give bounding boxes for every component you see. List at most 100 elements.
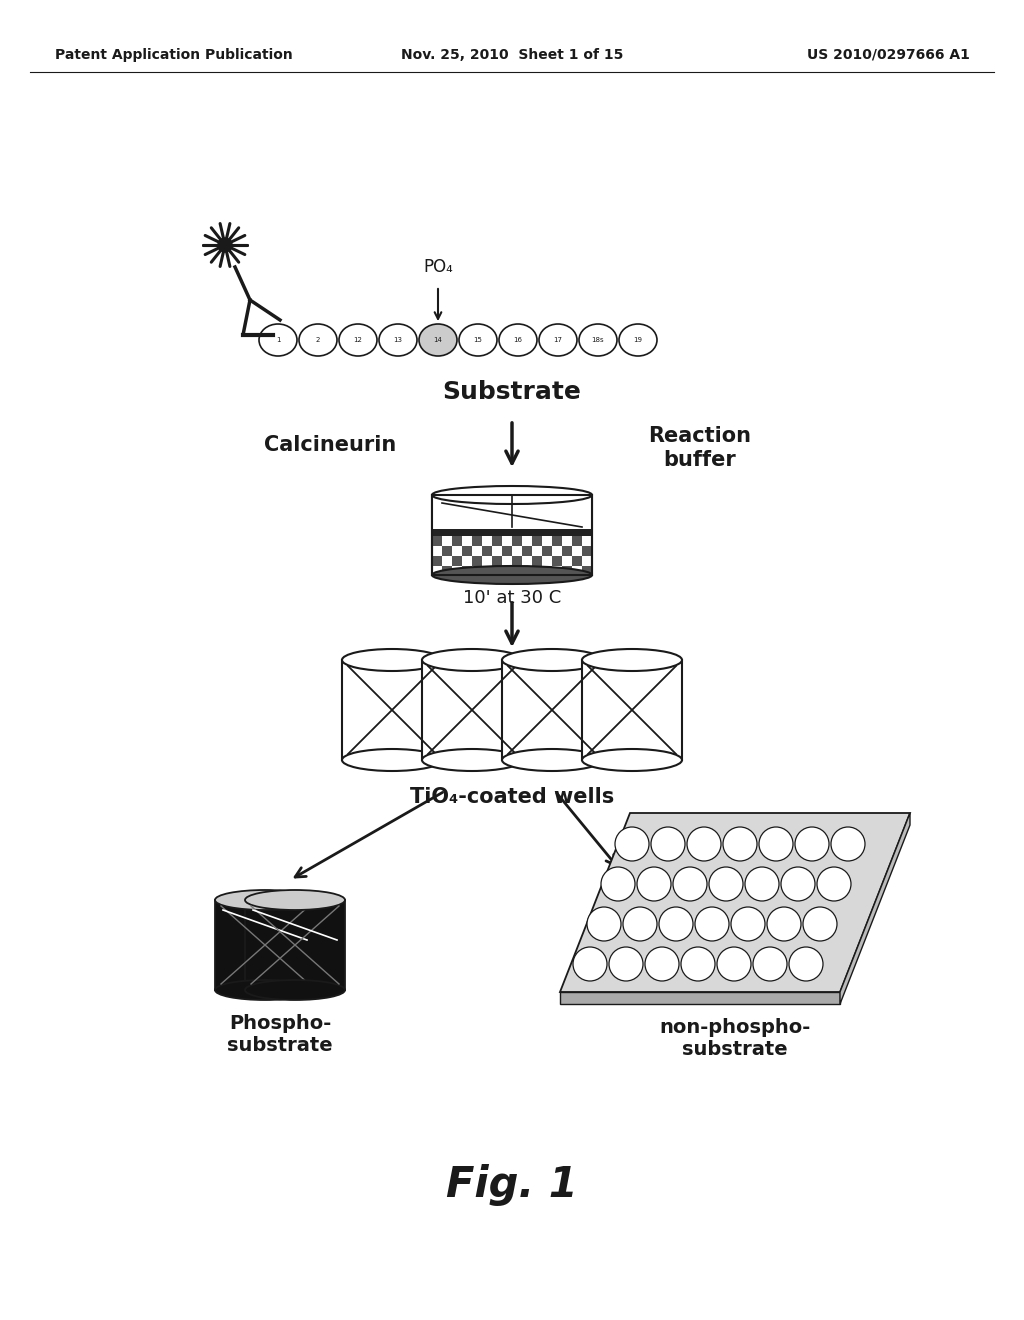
Circle shape (803, 907, 837, 941)
Ellipse shape (618, 323, 657, 356)
Bar (482, 546, 492, 556)
Text: Reaction
buffer: Reaction buffer (648, 425, 752, 470)
Ellipse shape (502, 649, 602, 671)
Bar (522, 546, 532, 556)
Text: PO₄: PO₄ (423, 257, 453, 276)
Text: non-phospho-
substrate: non-phospho- substrate (659, 1018, 811, 1059)
Bar (502, 660, 602, 760)
Ellipse shape (419, 323, 457, 356)
Circle shape (767, 907, 801, 941)
Ellipse shape (299, 323, 337, 356)
Text: 1: 1 (275, 337, 281, 343)
Text: Fig. 1: Fig. 1 (446, 1164, 578, 1206)
Bar (492, 536, 502, 546)
Circle shape (709, 867, 743, 902)
Ellipse shape (245, 979, 345, 1001)
Bar (502, 566, 512, 576)
Bar (522, 566, 532, 576)
Bar (215, 900, 315, 990)
Bar (432, 495, 592, 576)
Circle shape (831, 828, 865, 861)
Text: 19: 19 (634, 337, 642, 343)
Bar (492, 556, 502, 566)
Bar (512, 536, 522, 546)
Circle shape (790, 946, 823, 981)
Bar (472, 556, 482, 566)
Circle shape (817, 867, 851, 902)
Bar (542, 546, 552, 556)
Ellipse shape (499, 323, 537, 356)
Circle shape (645, 946, 679, 981)
Text: 18s: 18s (592, 337, 604, 343)
Bar (502, 546, 512, 556)
Bar (572, 536, 582, 546)
Circle shape (753, 946, 787, 981)
Bar (532, 556, 542, 566)
Ellipse shape (459, 323, 497, 356)
Circle shape (681, 946, 715, 981)
Circle shape (795, 828, 829, 861)
Circle shape (609, 946, 643, 981)
Circle shape (673, 867, 707, 902)
Bar (542, 566, 552, 576)
Circle shape (587, 907, 621, 941)
Bar (482, 566, 492, 576)
Circle shape (695, 907, 729, 941)
Bar (562, 566, 572, 576)
Bar (552, 536, 562, 546)
Circle shape (218, 238, 232, 252)
Bar (572, 556, 582, 566)
Circle shape (637, 867, 671, 902)
Circle shape (623, 907, 657, 941)
Bar (442, 546, 452, 556)
Bar (245, 900, 345, 990)
Bar (582, 660, 682, 760)
Bar (562, 546, 572, 556)
Text: 10' at 30 C: 10' at 30 C (463, 589, 561, 607)
Text: US 2010/0297666 A1: US 2010/0297666 A1 (807, 48, 970, 62)
Ellipse shape (582, 649, 682, 671)
Ellipse shape (215, 979, 315, 1001)
Ellipse shape (432, 486, 592, 504)
Bar (462, 546, 472, 556)
Bar (442, 566, 452, 576)
Circle shape (601, 867, 635, 902)
Bar (452, 556, 462, 566)
Bar (432, 495, 592, 576)
Text: 2: 2 (315, 337, 321, 343)
Circle shape (759, 828, 793, 861)
Polygon shape (840, 813, 910, 1005)
Bar (512, 556, 522, 566)
Bar (582, 546, 592, 556)
Bar (452, 536, 462, 546)
Text: Substrate: Substrate (442, 380, 582, 404)
Bar (432, 495, 592, 529)
Text: TiO₄-coated wells: TiO₄-coated wells (410, 787, 614, 807)
Polygon shape (560, 993, 840, 1005)
Circle shape (723, 828, 757, 861)
Circle shape (731, 907, 765, 941)
Text: 16: 16 (513, 337, 522, 343)
Bar (552, 556, 562, 566)
Ellipse shape (215, 890, 315, 909)
Text: Patent Application Publication: Patent Application Publication (55, 48, 293, 62)
Text: 14: 14 (433, 337, 442, 343)
Bar (432, 536, 442, 546)
Ellipse shape (422, 748, 522, 771)
Bar (472, 536, 482, 546)
Ellipse shape (245, 890, 345, 909)
Ellipse shape (579, 323, 617, 356)
Ellipse shape (342, 748, 442, 771)
Text: 13: 13 (393, 337, 402, 343)
Bar (582, 566, 592, 576)
Text: 17: 17 (554, 337, 562, 343)
Circle shape (659, 907, 693, 941)
Text: Phospho-
substrate: Phospho- substrate (227, 1014, 333, 1055)
Text: 15: 15 (473, 337, 482, 343)
Circle shape (651, 828, 685, 861)
Circle shape (781, 867, 815, 902)
Bar (422, 660, 522, 760)
Circle shape (717, 946, 751, 981)
Bar (532, 536, 542, 546)
Ellipse shape (259, 323, 297, 356)
